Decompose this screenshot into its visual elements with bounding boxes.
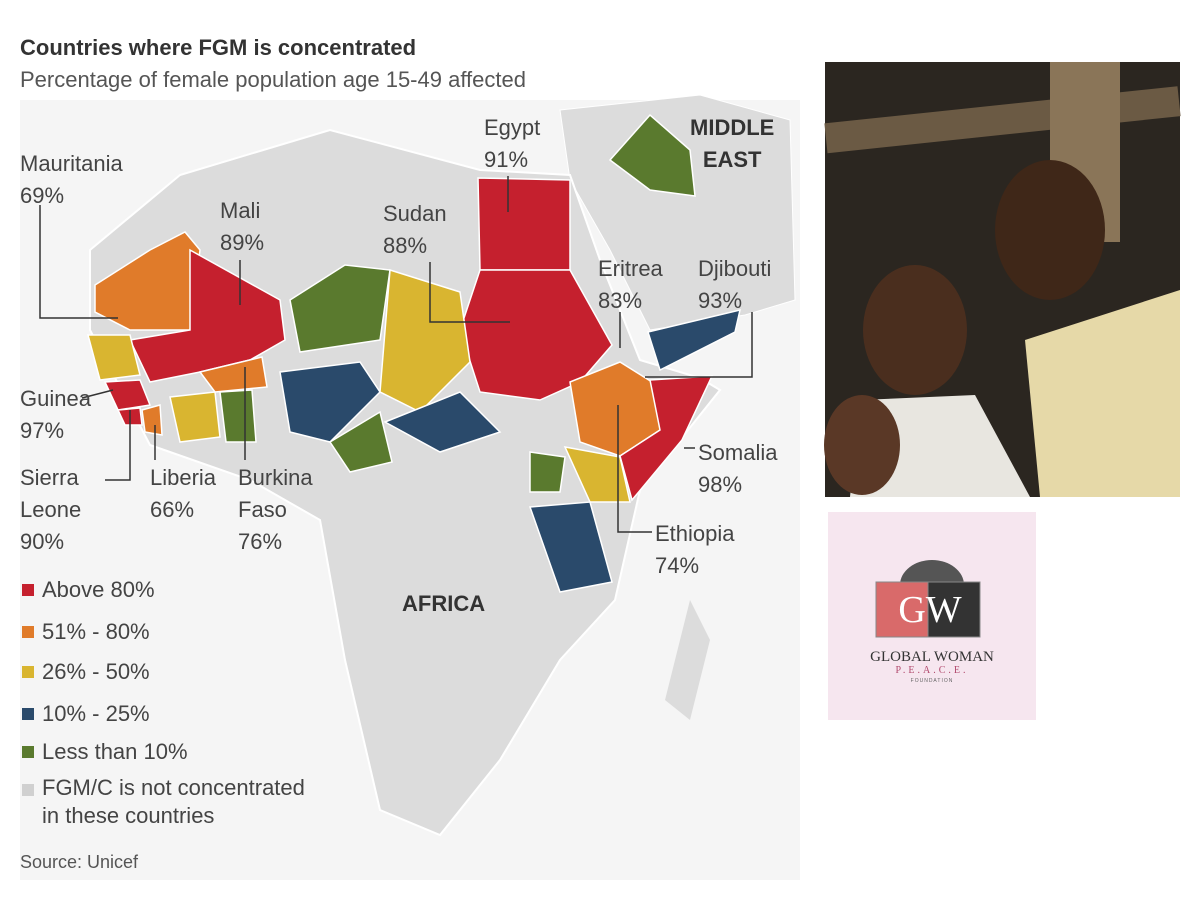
country-name: Mali [220, 198, 261, 223]
uganda [529, 451, 566, 493]
country-value: 83% [598, 288, 643, 313]
logo-mark: GW [898, 589, 962, 631]
photo-face [824, 395, 900, 495]
country-name: Sudan [383, 201, 447, 226]
country-name: Ethiopia [655, 521, 735, 546]
niger [289, 264, 391, 353]
iraq [608, 113, 696, 197]
country-value: 98% [698, 472, 743, 497]
tanzania [528, 501, 613, 593]
legend-label: Above 80% [42, 577, 155, 602]
fgm-countries [87, 113, 741, 593]
somalia [619, 375, 714, 502]
country-label: Liberia 66% [150, 462, 216, 526]
country-label: Sudan 88% [383, 198, 447, 262]
country-label: Djibouti 93% [698, 253, 771, 317]
country-label: Mauritania 69% [20, 148, 123, 212]
country-value: 97% [20, 418, 65, 443]
cameroon [328, 410, 393, 473]
legend-swatch [22, 746, 34, 758]
country-name: Mauritania [20, 151, 123, 176]
madagascar [665, 600, 710, 720]
country-value: 76% [238, 529, 283, 554]
logo-sub: FOUNDATION [910, 678, 954, 684]
country-label: Egypt 91% [484, 112, 540, 176]
photo-face [995, 160, 1105, 300]
legend-swatch [22, 784, 34, 796]
country-value: 93% [698, 288, 743, 313]
nigeria [279, 361, 381, 443]
country-name: Somalia [698, 440, 778, 465]
leader-lines [39, 176, 753, 533]
legend-label: 51% - 80% [42, 619, 150, 644]
country-name: Sierra Leone [20, 465, 82, 522]
leader-line [39, 205, 118, 319]
title: Countries where FGM is concentrated [20, 35, 417, 60]
cote-divoire [169, 391, 221, 443]
subtitle: Percentage of female population age 15-4… [20, 67, 526, 92]
legend-label: 10% - 25% [42, 701, 150, 726]
country-label: Sierra Leone 90% [20, 462, 81, 558]
logo [828, 512, 1036, 720]
egypt [477, 177, 571, 271]
country-value: 91% [484, 147, 529, 172]
senegal [87, 334, 141, 381]
leader-line [81, 389, 114, 399]
legend-swatch [22, 626, 34, 638]
country-label: Burkina Faso 76% [238, 462, 313, 558]
country-name: Guinea [20, 386, 91, 411]
photo [824, 62, 1181, 497]
country-value: 74% [655, 553, 700, 578]
country-label: Somalia 98% [698, 437, 777, 501]
central-african-republic [383, 391, 502, 453]
country-value: 66% [150, 497, 195, 522]
guinea [103, 379, 152, 411]
country-name: Eritrea [598, 256, 663, 281]
leader-line [429, 262, 510, 323]
country-value: 90% [20, 529, 65, 554]
region-label: MIDDLE EAST [690, 115, 775, 172]
legend-label: 26% - 50% [42, 659, 150, 684]
country-name: Djibouti [698, 256, 772, 281]
legend-swatch [22, 584, 34, 596]
country-name: Burkina Faso [238, 465, 313, 522]
country-label: Ethiopia 74% [655, 518, 735, 582]
kenya [563, 446, 631, 503]
legend-swatch [22, 708, 34, 720]
leader-line [617, 405, 652, 533]
logo-tagline: P.E.A.C.E. [895, 665, 969, 676]
country-name: Egypt [484, 115, 541, 140]
country-label: Mali 89% [220, 195, 264, 259]
legend-label: FGM/C is not concentrated in these count… [42, 775, 305, 828]
country-label: Eritrea 83% [598, 253, 663, 317]
burkina-faso [198, 356, 268, 393]
legend-swatches [22, 584, 34, 796]
legend-label: Less than 10% [42, 739, 188, 764]
photo-face [863, 265, 967, 395]
country-name: Liberia [150, 465, 217, 490]
photo-dress [1025, 290, 1180, 497]
country-value: 89% [220, 230, 265, 255]
source: Source: Unicef [20, 852, 139, 872]
logo-name: GLOBAL WOMAN [870, 649, 994, 665]
logo-box [927, 581, 981, 638]
leader-line [105, 410, 131, 481]
leader-line [645, 312, 753, 378]
country-label: Guinea 97% [20, 383, 91, 447]
country-value: 88% [383, 233, 428, 258]
chad [379, 269, 471, 413]
yemen [647, 308, 741, 372]
region-label: AFRICA [402, 591, 486, 616]
ghana [219, 389, 257, 443]
legend-swatch [22, 666, 34, 678]
liberia [141, 404, 163, 436]
country-value: 69% [20, 183, 65, 208]
